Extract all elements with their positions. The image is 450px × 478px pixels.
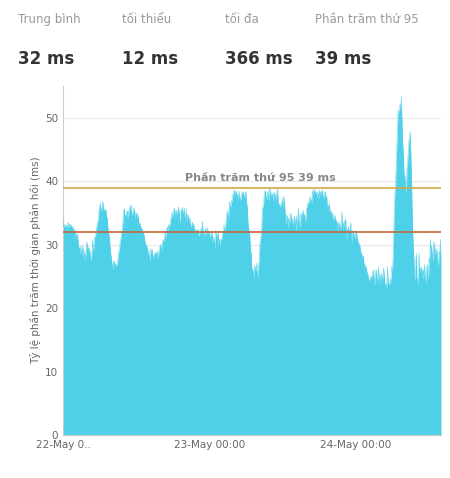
- Text: 32 ms: 32 ms: [18, 50, 74, 68]
- Text: 366 ms: 366 ms: [225, 50, 292, 68]
- Text: Trung bình: Trung bình: [18, 13, 81, 26]
- Y-axis label: Tỷ lệ phần trăm thời gian phản hồi (ms): Tỷ lệ phần trăm thời gian phản hồi (ms): [30, 157, 41, 364]
- Text: tối đa: tối đa: [225, 13, 259, 26]
- Text: Phần trăm thứ 95 39 ms: Phần trăm thứ 95 39 ms: [185, 173, 336, 183]
- Text: 39 ms: 39 ms: [315, 50, 371, 68]
- Text: tối thiểu: tối thiểu: [122, 13, 171, 26]
- Text: Phần trăm thứ 95: Phần trăm thứ 95: [315, 13, 419, 26]
- Text: 12 ms: 12 ms: [122, 50, 178, 68]
